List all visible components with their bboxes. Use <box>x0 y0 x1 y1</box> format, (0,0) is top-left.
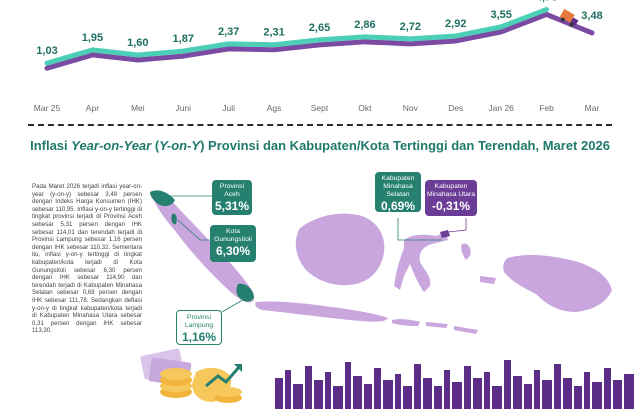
data-label: 2,31 <box>263 27 284 39</box>
data-label: 1,87 <box>173 33 194 45</box>
x-tick-label: Mar <box>585 103 600 113</box>
x-tick-label: Okt <box>358 103 372 113</box>
callout-minahasa-utara: Kabupaten Minahasa Utara -0,31% <box>425 180 477 216</box>
callout-gunungsitoli: Kota Gunungsitoli 6,30% <box>210 225 256 262</box>
section-heading: Inflasi Year-on-Year (Y-on-Y) Provinsi d… <box>30 138 610 153</box>
x-tick-label: Feb <box>539 103 554 113</box>
x-tick-label: Des <box>448 103 463 113</box>
x-tick-label: Mei <box>131 103 145 113</box>
x-tick-label: Juni <box>175 103 191 113</box>
truck-icon <box>559 8 579 27</box>
map-nusa-tenggara <box>392 319 478 334</box>
series-line-upper-band <box>44 6 550 66</box>
callout-gunungsitoli-label: Kota Gunungsitoli <box>214 228 252 243</box>
map-papua <box>503 255 612 312</box>
map-nias-highlight <box>171 213 177 225</box>
x-tick-label: Juli <box>222 103 235 113</box>
callout-lampung-value: 1,16% <box>181 330 217 344</box>
data-label: 2,86 <box>354 19 375 31</box>
data-label: 3,55 <box>490 9 511 21</box>
x-tick-label: Nov <box>403 103 419 113</box>
x-tick-label: Mar 25 <box>34 103 61 113</box>
callout-minut-value: -0,31% <box>431 199 471 213</box>
x-tick-label: Ags <box>267 103 282 113</box>
leader-minsel <box>397 218 442 241</box>
data-label: 2,92 <box>445 18 466 30</box>
callout-lampung: Provinsi Lampung 1,16% <box>176 310 222 345</box>
data-label: 1,03 <box>36 45 57 57</box>
data-label: 1,60 <box>127 37 148 49</box>
callout-minsel-value: 0,69% <box>380 199 416 213</box>
map-sulawesi <box>394 232 448 292</box>
summary-paragraph: Pada Maret 2026 terjadi inflasi year-on-… <box>32 183 142 335</box>
data-label: 1,95 <box>82 32 103 44</box>
leader-gunungsitoli <box>177 219 210 241</box>
section-divider <box>28 124 612 126</box>
callout-lampung-label: Provinsi Lampung <box>184 314 214 329</box>
leader-lampung <box>221 297 247 313</box>
money-coins-illustration <box>140 348 242 403</box>
callout-aceh: Provinsi Aceh 5,31% <box>212 180 252 215</box>
inflation-line-chart: 1,03 Mar 25 1,95 Apr 1,60 Mei 1,87 Juni 2,37 Juli… <box>34 0 603 113</box>
x-tick-label: Sept <box>311 103 329 113</box>
map-java <box>255 301 388 322</box>
leader-minut <box>447 218 467 233</box>
data-label: 4,76 <box>536 0 557 3</box>
map-sumatra <box>152 194 254 303</box>
map-lampung-highlight <box>236 283 254 302</box>
series-line-lower-band <box>44 11 595 71</box>
callout-gunungsitoli-value: 6,30% <box>215 244 251 258</box>
map-maluku <box>461 243 496 284</box>
city-skyline <box>275 360 634 409</box>
callout-minsel-label: Kabupaten Minahasa Selatan <box>381 175 415 198</box>
data-label: 2,37 <box>218 26 239 38</box>
data-label: 2,65 <box>309 22 330 34</box>
x-tick-label: Apr <box>86 103 99 113</box>
callout-aceh-value: 5,31% <box>214 199 250 213</box>
map-kalimantan <box>295 213 385 286</box>
x-tick-label: Jan 26 <box>488 103 514 113</box>
callout-aceh-label: Provinsi Aceh <box>219 183 245 198</box>
data-label: 3,48 <box>581 10 602 22</box>
callout-minut-label: Kabupaten Minahasa Utara <box>427 183 475 198</box>
callout-minahasa-selatan: Kabupaten Minahasa Selatan 0,69% <box>375 172 421 213</box>
map-aceh-highlight <box>150 190 175 207</box>
data-label: 2,72 <box>400 21 421 33</box>
map-minahasa-highlight <box>440 230 450 238</box>
